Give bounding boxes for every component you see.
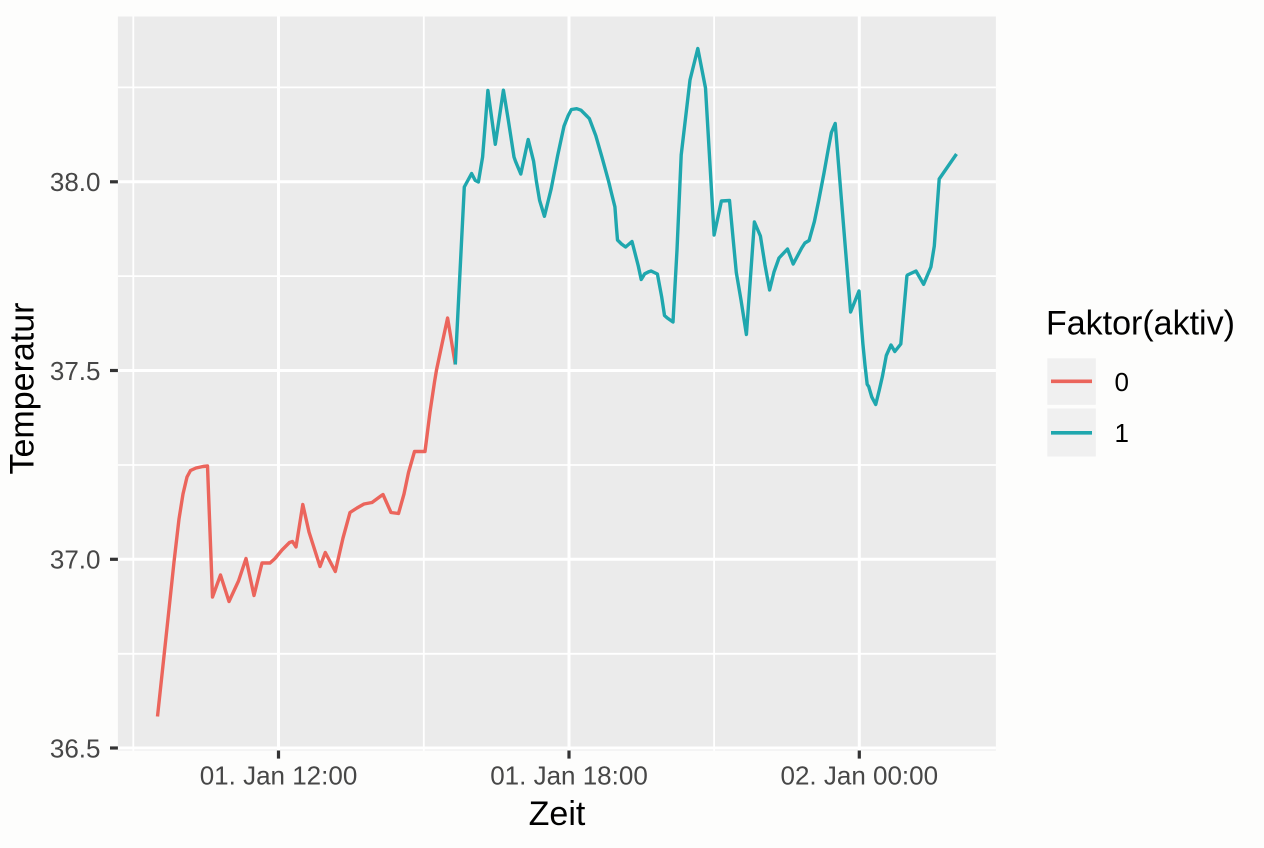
svg-text:0: 0: [1115, 367, 1129, 397]
svg-text:01. Jan 12:00: 01. Jan 12:00: [200, 761, 358, 791]
svg-text:38.0: 38.0: [50, 167, 101, 197]
svg-text:02. Jan 00:00: 02. Jan 00:00: [781, 761, 939, 791]
svg-text:Temperatur: Temperatur: [4, 303, 42, 475]
svg-text:Zeit: Zeit: [529, 795, 586, 833]
svg-text:37.0: 37.0: [50, 545, 101, 575]
svg-text:Faktor(aktiv): Faktor(aktiv): [1046, 305, 1235, 343]
svg-text:36.5: 36.5: [50, 733, 101, 763]
svg-text:01. Jan 18:00: 01. Jan 18:00: [490, 761, 648, 791]
svg-text:37.5: 37.5: [50, 356, 101, 386]
svg-text:1: 1: [1115, 418, 1129, 448]
